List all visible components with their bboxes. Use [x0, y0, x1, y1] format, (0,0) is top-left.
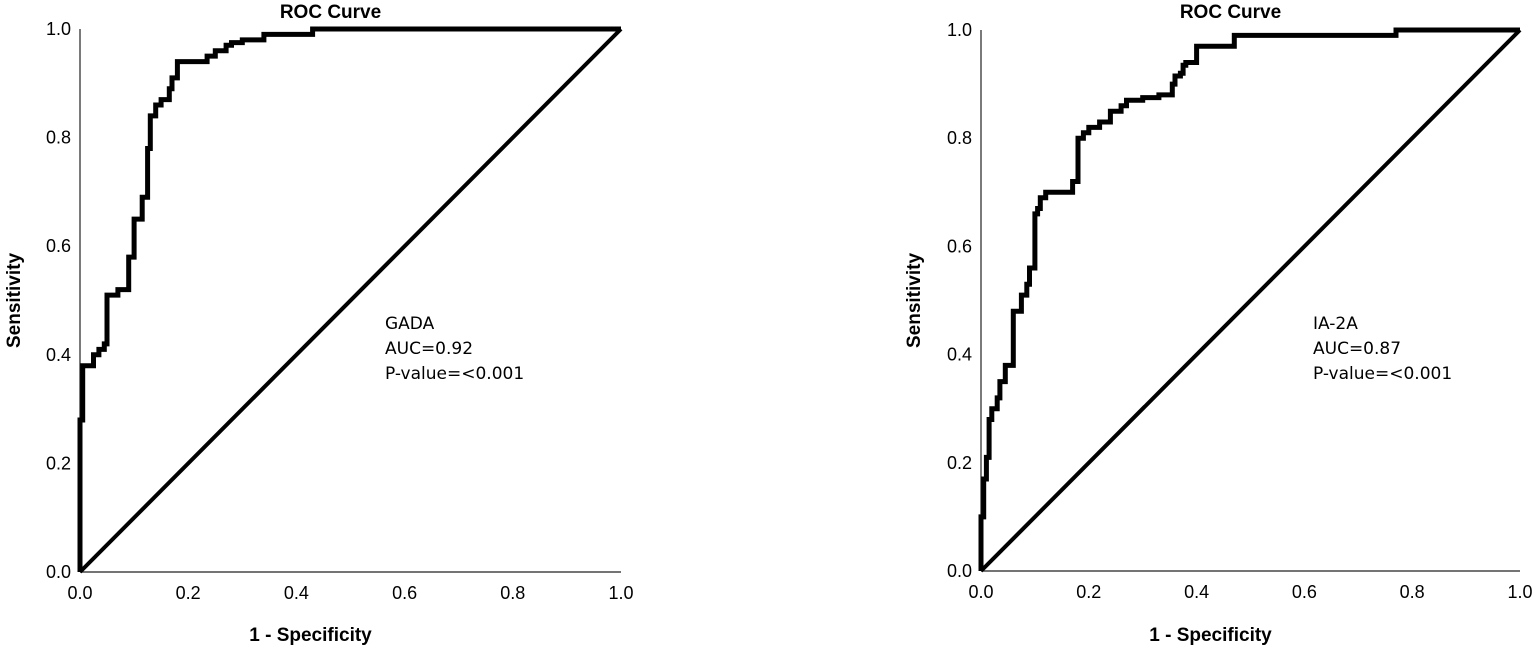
x-tick-label: 1.0 [608, 583, 633, 603]
reference-diagonal-line [979, 28, 1522, 573]
x-tick-label: 0.8 [1400, 582, 1425, 602]
y-tick-label: 0.4 [947, 345, 972, 365]
x-tick-label: 0.8 [500, 583, 525, 603]
chart-title: ROC Curve [1180, 2, 1281, 23]
y-tick-label: 1.0 [947, 20, 972, 40]
y-tick-label: 0.0 [46, 562, 71, 582]
x-axis-title: 1 - Specificity [1149, 625, 1272, 646]
x-tick-label: 0.0 [968, 582, 993, 602]
x-tick-label: 0.6 [1292, 582, 1317, 602]
roc-curve-line [978, 27, 1520, 571]
annotation-text: GADA [385, 314, 435, 334]
roc-chart-ia2a-svg: 0.0 0.2 0.4 0.6 0.8 1.0 0.0 0.2 0.4 0.6 0.8 1.0 ROC … [904, 2, 1533, 646]
y-tick-label: 0.8 [46, 128, 71, 148]
roc-curve-line [77, 26, 621, 572]
annotation-text: P-value=<0.001 [1313, 364, 1452, 384]
x-tick-label: 0.2 [1076, 582, 1101, 602]
y-tick-label: 0.6 [947, 236, 972, 256]
y-tick-label: 0.2 [947, 453, 972, 473]
chart-title: ROC Curve [280, 2, 381, 23]
annotation-text: P-value=<0.001 [385, 364, 524, 384]
reference-diagonal-line [78, 27, 623, 574]
x-tick-label: 0.4 [1184, 582, 1209, 602]
x-axis-title: 1 - Specificity [249, 625, 372, 646]
x-tick-label: 0.2 [176, 583, 201, 603]
roc-chart-gada: 0.0 0.2 0.4 0.6 0.8 1.0 0.0 0.2 0.4 0.6 0.8 1.0 ROC … [0, 0, 700, 652]
x-tick-label: 0.6 [392, 583, 417, 603]
x-tick-label: 1.0 [1507, 582, 1532, 602]
y-axis-title: Sensitivity [904, 253, 925, 348]
y-tick-label: 0.4 [46, 345, 71, 365]
y-axis-title: Sensitivity [4, 253, 25, 348]
x-tick-label: 0.4 [284, 583, 309, 603]
roc-chart-gada-svg: 0.0 0.2 0.4 0.6 0.8 1.0 0.0 0.2 0.4 0.6 0.8 1.0 ROC … [4, 2, 634, 646]
x-tick-label: 0.0 [67, 583, 92, 603]
annotation-text: AUC=0.87 [1313, 339, 1401, 359]
annotation-text: IA-2A [1313, 314, 1358, 334]
y-tick-label: 0.2 [46, 453, 71, 473]
y-tick-label: 0.8 [947, 128, 972, 148]
annotation-text: AUC=0.92 [385, 339, 473, 359]
y-tick-label: 0.0 [947, 561, 972, 581]
y-tick-label: 1.0 [46, 19, 71, 39]
roc-chart-ia2a: 0.0 0.2 0.4 0.6 0.8 1.0 0.0 0.2 0.4 0.6 0.8 1.0 ROC … [900, 0, 1535, 652]
y-tick-label: 0.6 [46, 236, 71, 256]
